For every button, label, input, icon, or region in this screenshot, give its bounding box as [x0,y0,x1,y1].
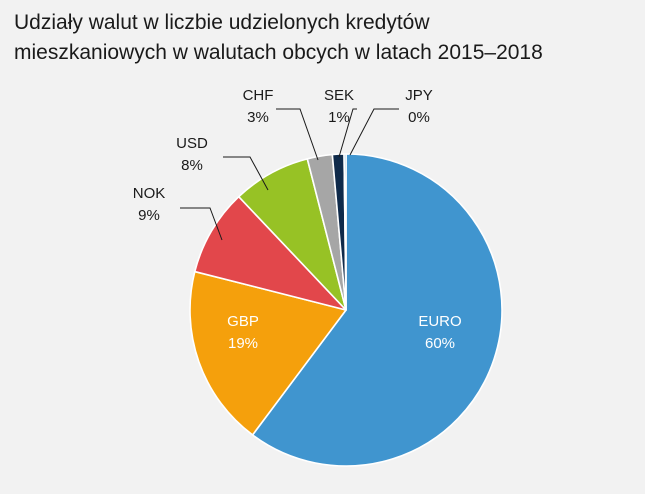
slice-value-label: 0% [408,109,430,126]
slice-name-label: CHF [243,87,274,104]
slice-value-label: 8% [181,157,203,174]
slice-name-label: SEK [324,87,354,104]
leader-line-usd [223,156,269,191]
slice-name-label: EURO [418,313,461,330]
slice-value-label: 19% [228,335,258,352]
chart-title-line-2: mieszkaniowych w walutach obcych w latac… [14,41,543,64]
slice-value-label: 60% [425,335,455,352]
slice-label-chf: CHF 3% [243,87,274,126]
leader-line-nok [180,207,223,241]
pie-slices [189,153,503,467]
pie-slice-jpy [343,153,347,311]
leader-line-jpy [349,108,399,156]
slice-value-label: 9% [138,207,160,224]
chart-title: Udziały walut w liczbie udzielonych kred… [14,8,624,68]
slice-label-nok: NOK 9% [133,185,166,224]
slice-name-label: GBP [227,313,259,330]
slice-value-label: 1% [328,109,350,126]
slice-label-sek: SEK 1% [324,87,354,126]
slice-name-label: JPY [405,87,433,104]
leader-line-sek [338,108,357,158]
slice-name-label: NOK [133,185,166,202]
chart-title-line-1: Udziały walut w liczbie udzielonych kred… [14,11,430,34]
pie-slice-nok [194,195,347,311]
pie-leader-lines [180,108,399,241]
slice-name-label: USD [176,135,208,152]
slice-value-label: 3% [247,109,269,126]
slice-label-euro: EURO 60% [418,313,461,352]
slice-label-gbp: GBP 19% [227,313,259,352]
slice-label-jpy: JPY 0% [405,87,433,126]
slice-label-usd: USD 8% [176,135,208,174]
pie-slice-euro [251,153,503,467]
pie-slice-gbp [189,270,347,436]
pie-labels: EURO 60% GBP 19% NOK 9% USD 8% CHF 3% SEK 1% JPY 0% [133,87,462,352]
leader-line-chf [276,108,319,161]
